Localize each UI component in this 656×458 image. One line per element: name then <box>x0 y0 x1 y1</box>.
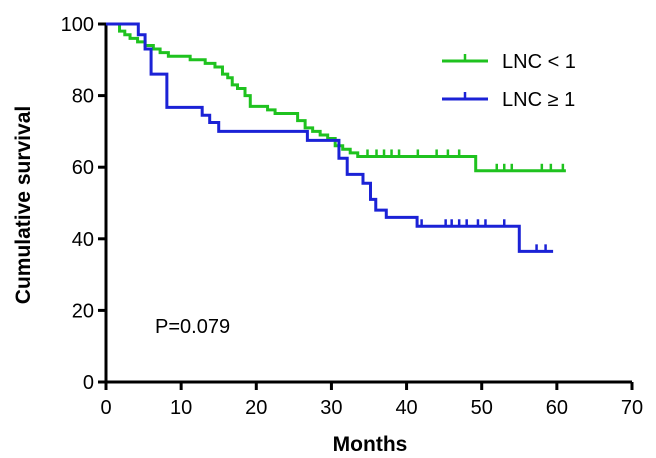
series-2 <box>106 22 554 253</box>
y-tick-label: 100 <box>61 14 94 36</box>
x-tick-label: 70 <box>621 397 643 419</box>
x-tick-label: 40 <box>395 397 417 419</box>
y-tick-label: 0 <box>83 372 94 394</box>
series-1 <box>106 22 566 173</box>
legend-label: LNC ≥ 1 <box>502 89 575 111</box>
x-tick-label: 20 <box>245 397 267 419</box>
x-tick-label: 30 <box>320 397 342 419</box>
legend: LNC < 1 LNC ≥ 1 <box>442 51 576 111</box>
p-value-annotation: P=0.079 <box>155 316 230 338</box>
plot-area <box>106 22 566 253</box>
legend-label: LNC < 1 <box>502 51 576 73</box>
y-tick-label: 40 <box>72 229 94 251</box>
x-tick-label: 50 <box>471 397 493 419</box>
x-axis-title: Months <box>333 433 408 456</box>
y-axis: 0 20 40 60 80 100 <box>61 14 108 394</box>
y-tick-label: 80 <box>72 86 94 108</box>
survival-curve <box>106 22 566 173</box>
survival-curve <box>106 22 554 253</box>
x-tick-label: 60 <box>546 397 568 419</box>
y-tick-label: 60 <box>72 157 94 179</box>
x-axis: 0 10 20 30 40 50 60 70 <box>100 380 643 419</box>
y-axis-title: Cumulative survival <box>12 106 35 304</box>
x-tick-label: 0 <box>100 397 111 419</box>
y-tick-label: 20 <box>72 300 94 322</box>
x-tick-label: 10 <box>170 397 192 419</box>
